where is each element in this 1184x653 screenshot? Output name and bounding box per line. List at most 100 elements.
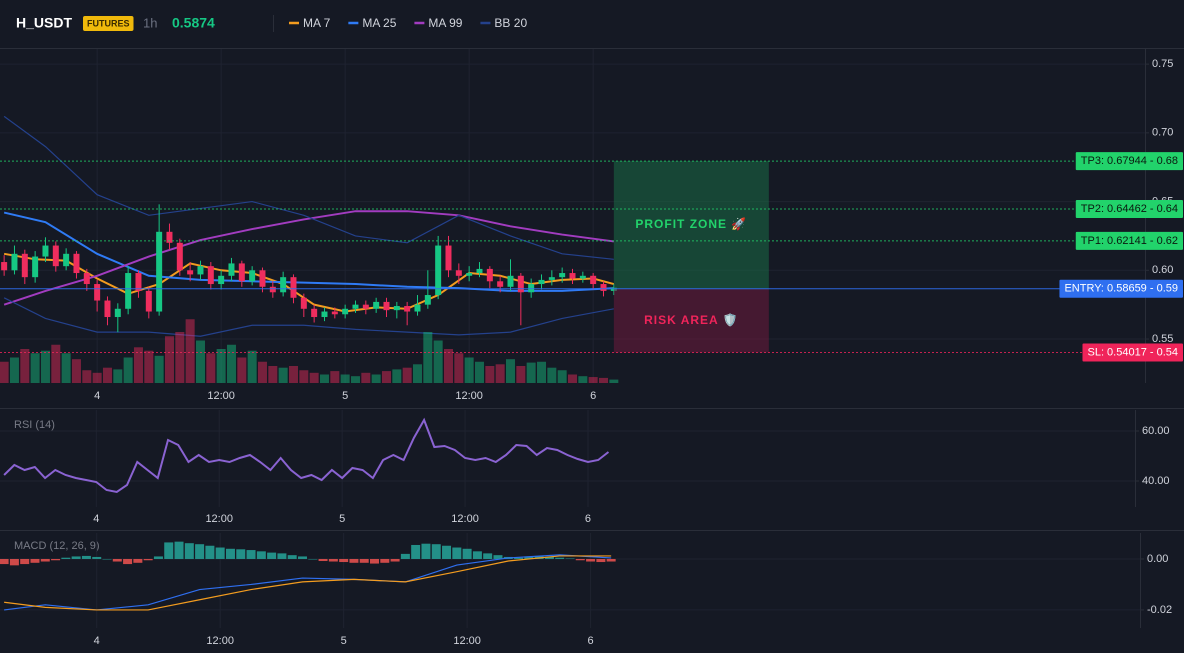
volume-bar: [206, 353, 216, 383]
histogram-bar: [452, 547, 462, 559]
level-label-background: [1082, 343, 1183, 362]
candle-body: [342, 308, 349, 315]
histogram-bar: [575, 558, 585, 561]
legend-label: MA 7: [303, 16, 331, 30]
volume-bar: [185, 319, 195, 383]
histogram-bar: [123, 558, 133, 565]
volume-bar: [216, 349, 226, 383]
last-price: 0.5874: [172, 15, 215, 31]
band-line: [3, 297, 614, 337]
candle-body: [166, 231, 173, 243]
candle-body: [63, 253, 70, 267]
volume-bar: [578, 376, 588, 383]
zone: [613, 288, 769, 353]
candle-body: [197, 266, 204, 275]
level-label-background: [1059, 279, 1183, 298]
volume-bar: [102, 367, 112, 383]
volume-bar: [568, 374, 577, 383]
candle-body: [11, 253, 18, 271]
ma-line: [3, 211, 614, 292]
candle-body: [497, 281, 504, 287]
histogram-bar: [267, 552, 277, 559]
candle-body: [311, 308, 318, 318]
candle-body: [104, 300, 111, 318]
x-tick-label: 5: [339, 513, 345, 525]
histogram-bar: [524, 556, 534, 559]
candle-body: [21, 253, 28, 278]
candle-body: [352, 304, 359, 309]
level-label-background: [1075, 199, 1183, 218]
volume-bar: [123, 357, 133, 383]
volume-bar: [464, 357, 474, 383]
x-tick-label: 12:00: [205, 513, 233, 525]
level-label-background: [1075, 152, 1183, 171]
candle-body: [52, 245, 59, 267]
candle-body: [290, 277, 297, 298]
candle-body: [517, 275, 524, 293]
histogram-bar: [586, 558, 596, 562]
histogram-bar: [215, 547, 225, 559]
histogram-bar: [184, 543, 194, 559]
y-tick-label: 0.70: [1152, 127, 1173, 139]
volume-bar: [133, 347, 143, 383]
volume-bar: [9, 357, 19, 383]
candle-body: [435, 245, 442, 296]
volume-bar: [423, 332, 433, 383]
level-label: TP2: 0.64462 - 0.64: [1081, 203, 1178, 215]
volume-bar: [340, 374, 350, 383]
candle-body: [238, 263, 245, 282]
x-tick-label: 12:00: [451, 513, 479, 525]
volume-bar: [454, 353, 464, 383]
candle-body: [73, 253, 80, 274]
y-tick-label: 60.00: [1142, 425, 1170, 437]
candle-body: [538, 279, 545, 285]
volume-bar: [433, 340, 443, 383]
volume-bar: [350, 376, 360, 383]
candle-body: [414, 304, 421, 312]
volume-bar: [392, 369, 402, 383]
histogram-bar: [411, 544, 421, 559]
y-tick-label: 0.75: [1152, 58, 1173, 70]
volume-bar: [485, 366, 495, 383]
volume-bar: [247, 350, 257, 383]
candle-body: [548, 277, 555, 280]
candle-body: [383, 301, 390, 311]
candle-body: [362, 304, 369, 309]
histogram-bar: [565, 558, 575, 559]
histogram-bar: [277, 553, 287, 559]
histogram-bar: [400, 553, 410, 559]
volume-bar: [319, 374, 329, 383]
histogram-bar: [195, 544, 205, 559]
histogram-bar: [0, 558, 9, 565]
candle-body: [507, 275, 514, 287]
candle-body: [218, 275, 225, 285]
histogram-bar: [51, 558, 61, 561]
zone-label: RISK AREA 🛡️: [644, 313, 738, 327]
volume-bar: [288, 366, 298, 383]
candle-body: [590, 275, 597, 285]
histogram-bar: [225, 548, 235, 559]
histogram-bar: [339, 558, 349, 563]
candle-body: [476, 268, 483, 274]
volume-bar: [299, 370, 309, 383]
volume-bar: [381, 371, 391, 383]
interval: 1h: [143, 15, 157, 30]
y-tick-label: 0.55: [1152, 333, 1173, 345]
legend-label: MA 99: [428, 16, 462, 30]
ma-line: [3, 210, 614, 306]
histogram-bar: [164, 542, 174, 559]
histogram-bar: [442, 545, 452, 559]
volume-bar: [588, 377, 598, 383]
candle-body: [404, 306, 411, 312]
y-tick-label: 40.00: [1142, 475, 1170, 487]
histogram-bar: [153, 556, 163, 559]
volume-bar: [443, 349, 453, 383]
volume-bar: [82, 370, 92, 383]
histogram-bar: [370, 558, 380, 564]
candle-body: [331, 311, 338, 315]
histogram-bar: [483, 553, 493, 559]
x-tick-label: 5: [342, 390, 348, 402]
zone-label: PROFIT ZONE 🚀: [635, 217, 747, 231]
y-tick-label: 0.60: [1152, 264, 1173, 276]
